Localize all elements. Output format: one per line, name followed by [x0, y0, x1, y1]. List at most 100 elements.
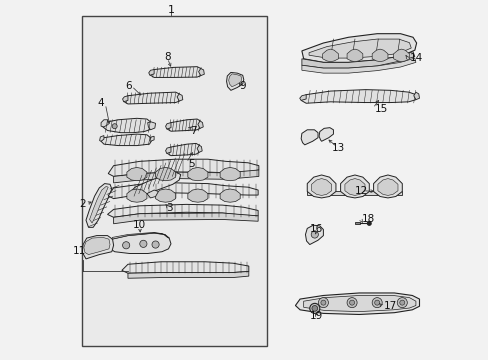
Polygon shape	[155, 189, 175, 202]
Polygon shape	[166, 119, 201, 131]
Text: 17: 17	[383, 301, 396, 311]
Polygon shape	[122, 96, 128, 102]
Polygon shape	[122, 262, 248, 273]
Polygon shape	[123, 92, 180, 104]
Text: 4: 4	[98, 98, 104, 108]
Polygon shape	[220, 167, 240, 181]
Text: 10: 10	[133, 220, 146, 230]
Polygon shape	[165, 123, 171, 129]
Polygon shape	[413, 92, 419, 100]
Polygon shape	[301, 130, 317, 145]
Polygon shape	[108, 183, 258, 199]
Polygon shape	[149, 136, 154, 141]
Polygon shape	[126, 189, 147, 202]
Polygon shape	[126, 167, 147, 181]
Circle shape	[396, 298, 407, 308]
Text: 16: 16	[309, 225, 322, 234]
Text: 11: 11	[73, 246, 86, 256]
Circle shape	[122, 242, 129, 249]
Polygon shape	[148, 69, 154, 75]
Circle shape	[309, 303, 319, 314]
Polygon shape	[128, 271, 248, 278]
Polygon shape	[226, 72, 244, 90]
Polygon shape	[371, 49, 387, 62]
Polygon shape	[102, 118, 151, 133]
Text: 13: 13	[331, 143, 345, 153]
Text: 18: 18	[362, 214, 375, 224]
Polygon shape	[198, 121, 203, 129]
Polygon shape	[319, 128, 333, 141]
Polygon shape	[228, 74, 241, 87]
Polygon shape	[344, 179, 364, 195]
Polygon shape	[301, 90, 415, 103]
Circle shape	[367, 222, 370, 225]
Polygon shape	[301, 34, 416, 62]
Polygon shape	[220, 189, 240, 202]
Polygon shape	[112, 232, 169, 239]
Text: 9: 9	[239, 81, 246, 91]
Text: 19: 19	[309, 311, 322, 320]
Text: 14: 14	[408, 53, 422, 63]
Circle shape	[346, 298, 356, 308]
Polygon shape	[306, 192, 402, 195]
Polygon shape	[107, 204, 258, 217]
Circle shape	[152, 241, 159, 248]
Polygon shape	[301, 58, 415, 73]
Polygon shape	[83, 237, 110, 255]
Circle shape	[320, 300, 325, 305]
Polygon shape	[303, 296, 415, 312]
Circle shape	[399, 300, 404, 305]
Circle shape	[140, 240, 147, 247]
Polygon shape	[149, 67, 201, 77]
Polygon shape	[306, 175, 335, 198]
Polygon shape	[393, 49, 408, 62]
Text: 5: 5	[187, 159, 194, 169]
Polygon shape	[295, 293, 419, 315]
Polygon shape	[82, 235, 113, 259]
Circle shape	[371, 298, 382, 308]
Polygon shape	[165, 147, 171, 153]
Text: 12: 12	[354, 186, 367, 196]
Polygon shape	[377, 179, 397, 195]
Polygon shape	[346, 49, 362, 62]
Text: 6: 6	[125, 81, 132, 91]
Polygon shape	[113, 213, 258, 224]
Polygon shape	[108, 159, 258, 176]
Circle shape	[374, 300, 379, 305]
Polygon shape	[113, 170, 258, 183]
Polygon shape	[107, 233, 171, 253]
Polygon shape	[305, 225, 323, 244]
Polygon shape	[340, 175, 368, 198]
Text: 3: 3	[166, 203, 173, 213]
Polygon shape	[354, 222, 359, 225]
Polygon shape	[101, 134, 151, 145]
Circle shape	[310, 231, 318, 238]
Bar	[82, 16, 266, 346]
Polygon shape	[131, 172, 180, 197]
Polygon shape	[155, 167, 175, 181]
Polygon shape	[89, 186, 108, 223]
Polygon shape	[187, 189, 207, 202]
Polygon shape	[322, 49, 338, 62]
Polygon shape	[311, 179, 331, 195]
Text: 2: 2	[79, 199, 85, 210]
Circle shape	[311, 306, 317, 311]
Polygon shape	[299, 95, 305, 100]
Text: 1: 1	[167, 5, 174, 15]
Polygon shape	[187, 167, 207, 181]
Circle shape	[349, 300, 354, 305]
Text: 15: 15	[373, 104, 387, 114]
Circle shape	[318, 298, 328, 308]
Text: 8: 8	[164, 51, 170, 62]
Polygon shape	[308, 39, 410, 58]
Polygon shape	[100, 135, 104, 141]
Polygon shape	[197, 145, 202, 152]
Text: 7: 7	[190, 126, 196, 136]
Polygon shape	[86, 184, 112, 227]
Polygon shape	[177, 94, 183, 101]
Polygon shape	[301, 51, 414, 68]
Polygon shape	[147, 190, 158, 198]
Polygon shape	[147, 122, 155, 130]
Circle shape	[112, 124, 117, 129]
Polygon shape	[198, 68, 204, 76]
